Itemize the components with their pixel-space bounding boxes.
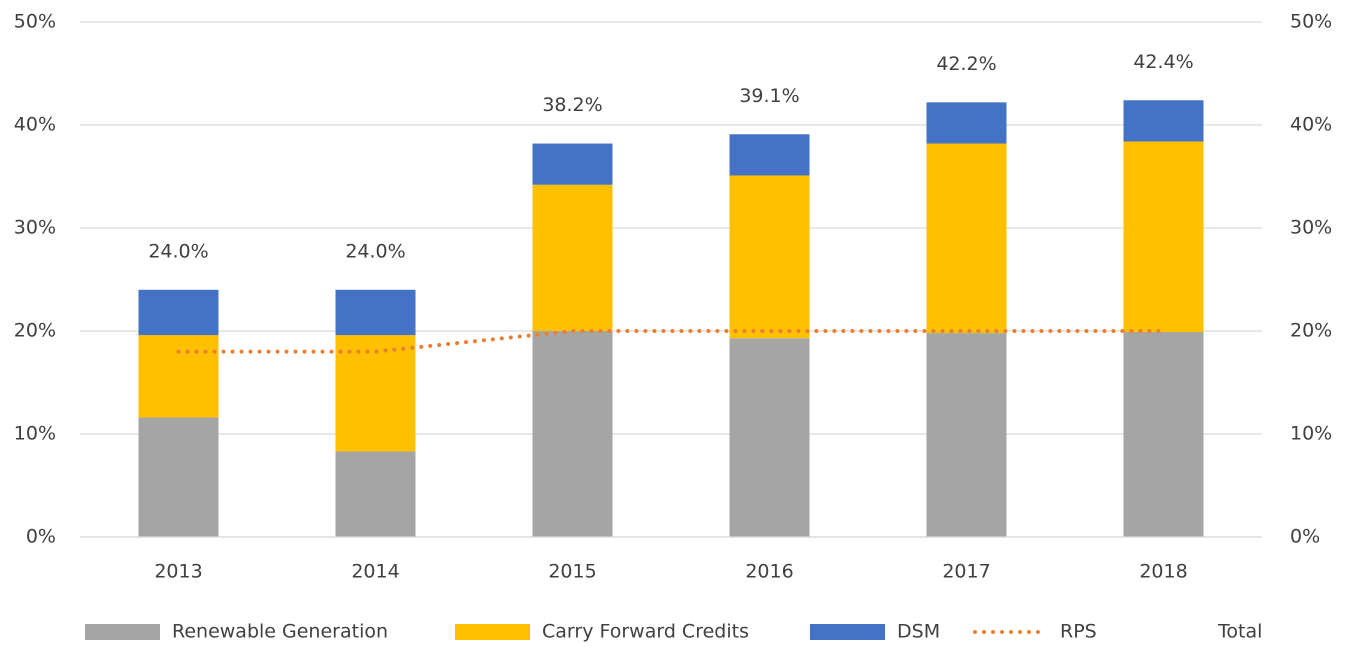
total-label: 39.1%	[739, 85, 799, 107]
y-tick-label: 40%	[14, 114, 56, 136]
bar-segment	[335, 289, 416, 336]
total-label: 42.2%	[936, 53, 996, 75]
y2-tick-label: 40%	[1290, 114, 1332, 136]
bar-segment	[1123, 100, 1204, 142]
legend-swatch	[810, 624, 885, 640]
bar-segment	[729, 134, 810, 176]
bar-segment	[1123, 141, 1204, 333]
bar-segment	[926, 102, 1007, 144]
x-tick-label: 2017	[942, 561, 990, 583]
legend-label: DSM	[897, 621, 940, 643]
bar-segment	[138, 417, 219, 537]
y-tick-label: 0%	[26, 526, 56, 548]
y2-tick-label: 0%	[1290, 526, 1320, 548]
legend-label: Renewable Generation	[172, 621, 388, 643]
x-tick-label: 2016	[745, 561, 793, 583]
y-tick-label: 30%	[14, 217, 56, 239]
bar-segment	[926, 333, 1007, 537]
bar-segment	[926, 143, 1007, 334]
x-tick-label: 2015	[548, 561, 596, 583]
y-tick-label: 50%	[14, 11, 56, 33]
legend-swatch	[85, 624, 160, 640]
y2-tick-label: 30%	[1290, 217, 1332, 239]
total-label: 38.2%	[542, 94, 602, 116]
rps-line	[176, 329, 1166, 354]
legend-label: Carry Forward Credits	[542, 621, 749, 643]
total-label: 24.0%	[148, 240, 208, 262]
bar-segment	[138, 335, 219, 418]
bar-segment	[335, 451, 416, 537]
bar-segment	[138, 289, 219, 336]
legend-label: Total	[1217, 621, 1262, 643]
bar-segment	[1123, 332, 1204, 537]
bar-segment	[532, 331, 613, 537]
total-label: 42.4%	[1133, 51, 1193, 73]
y-tick-label: 20%	[14, 320, 56, 342]
x-tick-label: 2013	[154, 561, 202, 583]
legend-label: RPS	[1060, 621, 1097, 643]
y2-tick-label: 50%	[1290, 11, 1332, 33]
total-label: 24.0%	[345, 240, 405, 262]
y2-tick-label: 20%	[1290, 320, 1332, 342]
bar-segment	[729, 338, 810, 537]
x-tick-label: 2014	[351, 561, 399, 583]
bar-segment	[532, 143, 613, 185]
y2-tick-label: 10%	[1290, 423, 1332, 445]
legend-swatch	[455, 624, 530, 640]
bar-segment	[532, 184, 613, 331]
y-tick-label: 10%	[14, 423, 56, 445]
x-tick-label: 2018	[1139, 561, 1187, 583]
bar-segment	[729, 175, 810, 339]
bar-segment	[335, 335, 416, 452]
